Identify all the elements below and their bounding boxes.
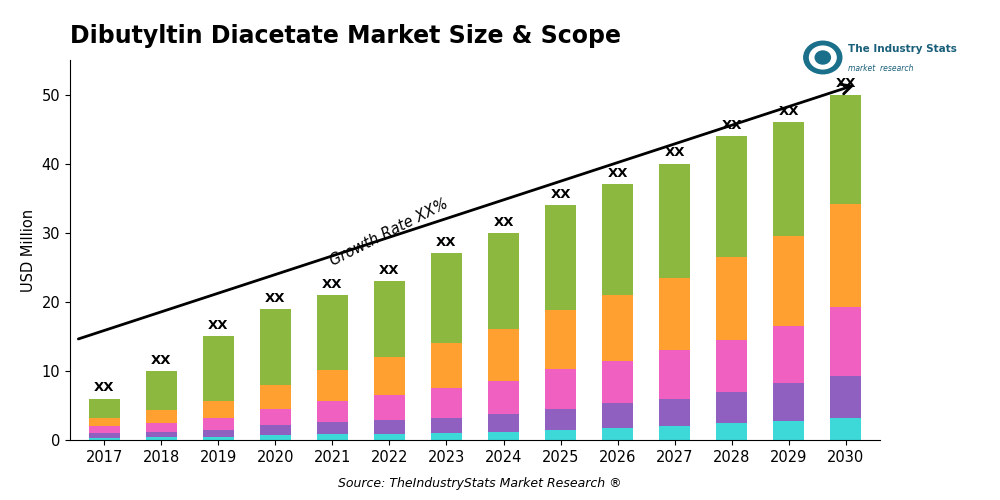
Text: XX: XX [493, 216, 514, 228]
Text: XX: XX [265, 292, 286, 304]
Bar [431, 344, 462, 388]
Text: XX: XX [208, 319, 229, 332]
Y-axis label: USD Million: USD Million [21, 208, 36, 292]
Text: XX: XX [322, 278, 343, 291]
Bar [773, 236, 804, 326]
Bar [260, 409, 291, 425]
Bar [317, 422, 348, 434]
Bar [716, 422, 747, 440]
Bar [431, 433, 462, 440]
Bar [545, 430, 576, 440]
Bar [716, 392, 747, 422]
Bar [146, 437, 177, 440]
Text: XX: XX [721, 119, 742, 132]
Bar [89, 418, 120, 426]
Text: XX: XX [151, 354, 172, 367]
Bar [317, 370, 348, 402]
Bar [773, 382, 804, 420]
Bar [374, 281, 405, 357]
Text: The Industry Stats: The Industry Stats [848, 44, 956, 54]
Text: XX: XX [436, 236, 457, 250]
Bar [545, 310, 576, 369]
Bar [488, 414, 519, 432]
Bar [431, 418, 462, 433]
Bar [431, 388, 462, 418]
Bar [317, 434, 348, 440]
Text: XX: XX [836, 78, 856, 90]
Bar [830, 418, 861, 440]
Text: Dibutyltin Diacetate Market Size & Scope: Dibutyltin Diacetate Market Size & Scope [70, 24, 621, 48]
Text: Source: TheIndustryStats Market Research ®: Source: TheIndustryStats Market Research… [338, 477, 622, 490]
Text: Growth Rate XX%: Growth Rate XX% [328, 196, 451, 269]
Bar [830, 376, 861, 418]
Bar [374, 420, 405, 434]
Bar [260, 425, 291, 435]
Text: XX: XX [664, 146, 685, 160]
Bar [716, 257, 747, 340]
Bar [203, 400, 234, 418]
Bar [488, 232, 519, 330]
Bar [146, 371, 177, 410]
Text: XX: XX [379, 264, 400, 277]
Bar [317, 402, 348, 422]
Bar [260, 308, 291, 384]
Bar [602, 404, 633, 427]
Bar [659, 350, 690, 399]
Bar [602, 295, 633, 360]
Bar [602, 360, 633, 404]
Text: XX: XX [94, 382, 114, 394]
Bar [89, 433, 120, 438]
Bar [317, 295, 348, 370]
Bar [773, 420, 804, 440]
Bar [830, 204, 861, 308]
Bar [545, 205, 576, 310]
Bar [203, 336, 234, 400]
Bar [203, 436, 234, 440]
Bar [431, 254, 462, 344]
Bar [374, 395, 405, 420]
Bar [659, 164, 690, 278]
Bar [773, 122, 804, 236]
Circle shape [810, 46, 836, 69]
Bar [716, 340, 747, 392]
Bar [89, 398, 120, 418]
Bar [602, 428, 633, 440]
Bar [488, 432, 519, 440]
Text: market  research: market research [848, 64, 913, 73]
Bar [773, 326, 804, 382]
Bar [203, 430, 234, 436]
Text: XX: XX [550, 188, 571, 201]
Bar [203, 418, 234, 430]
Bar [545, 409, 576, 430]
Bar [260, 384, 291, 409]
Bar [545, 369, 576, 409]
Bar [659, 278, 690, 350]
Bar [830, 308, 861, 376]
Bar [89, 438, 120, 440]
Bar [716, 136, 747, 257]
Bar [488, 382, 519, 414]
Bar [146, 410, 177, 422]
Text: XX: XX [607, 167, 628, 180]
Circle shape [815, 51, 830, 64]
Circle shape [804, 42, 842, 74]
Bar [659, 398, 690, 426]
Bar [146, 432, 177, 437]
Bar [374, 434, 405, 440]
Bar [260, 435, 291, 440]
Bar [89, 426, 120, 433]
Bar [146, 422, 177, 432]
Bar [659, 426, 690, 440]
Bar [488, 330, 519, 382]
Bar [830, 94, 861, 204]
Text: XX: XX [778, 105, 799, 118]
Bar [374, 357, 405, 395]
Bar [602, 184, 633, 295]
